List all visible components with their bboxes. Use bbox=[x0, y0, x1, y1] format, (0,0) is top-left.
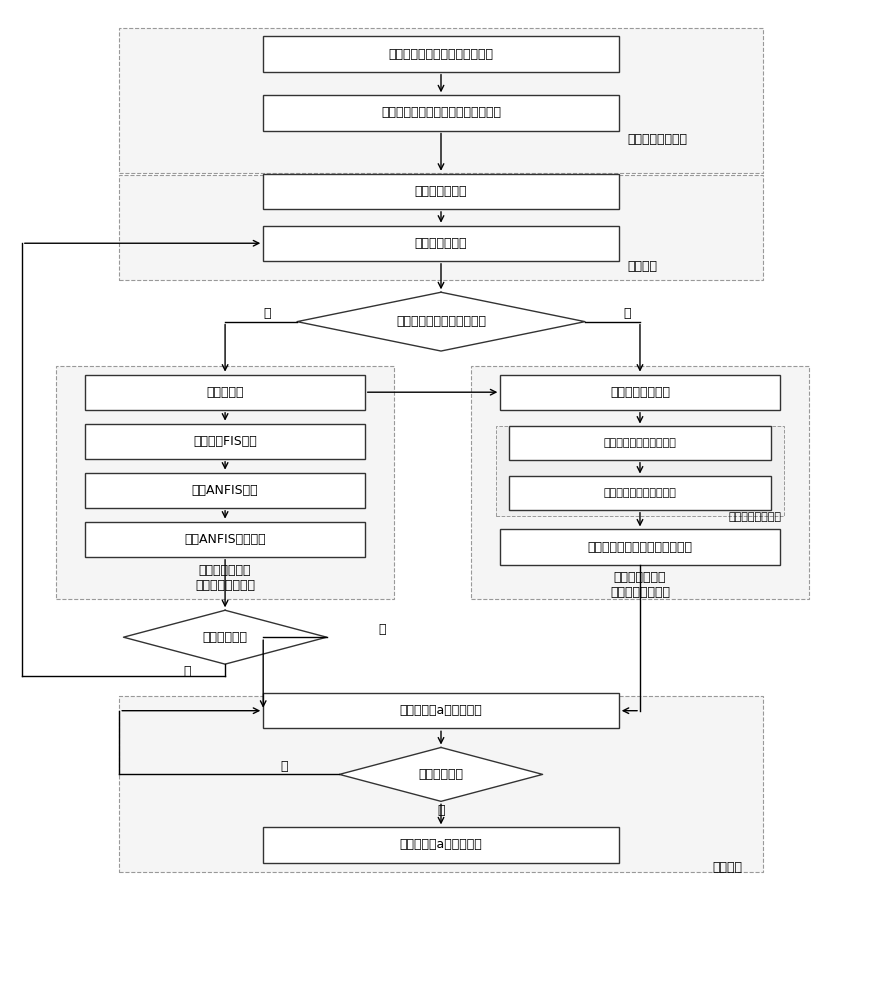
FancyBboxPatch shape bbox=[86, 522, 365, 557]
Text: 数据预处理: 数据预处理 bbox=[206, 386, 243, 399]
FancyBboxPatch shape bbox=[119, 175, 763, 280]
Text: 蓝藻生长时序建模: 蓝藻生长时序建模 bbox=[729, 512, 781, 522]
Text: 阈值确定: 阈值确定 bbox=[627, 260, 657, 273]
FancyBboxPatch shape bbox=[86, 424, 365, 459]
FancyBboxPatch shape bbox=[263, 95, 619, 131]
Text: 否: 否 bbox=[183, 665, 191, 678]
Text: 是: 是 bbox=[378, 623, 385, 636]
Text: 是: 是 bbox=[437, 804, 445, 817]
Polygon shape bbox=[123, 610, 326, 664]
Text: 得到叶绿素a一步预测值: 得到叶绿素a一步预测值 bbox=[400, 704, 482, 717]
Text: 构建ANFIS模型: 构建ANFIS模型 bbox=[191, 484, 258, 497]
FancyBboxPatch shape bbox=[509, 476, 771, 510]
Polygon shape bbox=[297, 292, 585, 351]
Text: 达到预测步数: 达到预测步数 bbox=[418, 768, 464, 781]
Text: 皮尔逊相关性分析确定关键影响因子: 皮尔逊相关性分析确定关键影响因子 bbox=[381, 106, 501, 119]
FancyBboxPatch shape bbox=[86, 473, 365, 508]
Text: 蓝藻生长时序周期项建模: 蓝藻生长时序周期项建模 bbox=[603, 438, 676, 448]
Text: 否: 否 bbox=[624, 307, 631, 320]
Text: 计算蓝藻生长机理时序模型输出: 计算蓝藻生长机理时序模型输出 bbox=[587, 541, 692, 554]
Text: 基于环境因子的
专家系统建模预测: 基于环境因子的 专家系统建模预测 bbox=[195, 564, 255, 592]
FancyBboxPatch shape bbox=[496, 426, 784, 516]
Text: 产生初始FIS结构: 产生初始FIS结构 bbox=[193, 435, 257, 448]
FancyBboxPatch shape bbox=[86, 375, 365, 410]
FancyBboxPatch shape bbox=[263, 693, 619, 728]
FancyBboxPatch shape bbox=[56, 366, 394, 599]
FancyBboxPatch shape bbox=[119, 28, 763, 173]
Text: 蓝藻生长时序随机项建模: 蓝藻生长时序随机项建模 bbox=[603, 488, 676, 498]
FancyBboxPatch shape bbox=[263, 174, 619, 209]
Text: 否: 否 bbox=[280, 760, 288, 773]
Text: 机理分析研究初步确定影响因子: 机理分析研究初步确定影响因子 bbox=[388, 48, 494, 61]
Text: 蓝藻生长机理建模: 蓝藻生长机理建模 bbox=[610, 386, 670, 399]
Text: 关键环境因子达到绝对阈值: 关键环境因子达到绝对阈值 bbox=[396, 315, 486, 328]
Text: 达到相对阈值: 达到相对阈值 bbox=[203, 631, 248, 644]
Text: 得到叶绿素a全部预测值: 得到叶绿素a全部预测值 bbox=[400, 838, 482, 851]
FancyBboxPatch shape bbox=[119, 696, 763, 872]
FancyBboxPatch shape bbox=[263, 36, 619, 72]
Text: 关键影响因子确定: 关键影响因子确定 bbox=[627, 133, 687, 146]
FancyBboxPatch shape bbox=[500, 529, 780, 565]
Text: 相对阈值的确定: 相对阈值的确定 bbox=[415, 237, 467, 250]
FancyBboxPatch shape bbox=[471, 366, 810, 599]
Text: 绝对阈值的确定: 绝对阈值的确定 bbox=[415, 185, 467, 198]
Text: 是: 是 bbox=[264, 307, 271, 320]
FancyBboxPatch shape bbox=[500, 375, 780, 410]
Text: 基于水质因子的
机理时序建模预测: 基于水质因子的 机理时序建模预测 bbox=[610, 571, 670, 599]
Text: 计算ANFIS模型输出: 计算ANFIS模型输出 bbox=[184, 533, 265, 546]
FancyBboxPatch shape bbox=[263, 827, 619, 863]
FancyBboxPatch shape bbox=[263, 226, 619, 261]
Text: 综合预测: 综合预测 bbox=[712, 861, 742, 874]
Polygon shape bbox=[340, 747, 542, 801]
FancyBboxPatch shape bbox=[509, 426, 771, 460]
